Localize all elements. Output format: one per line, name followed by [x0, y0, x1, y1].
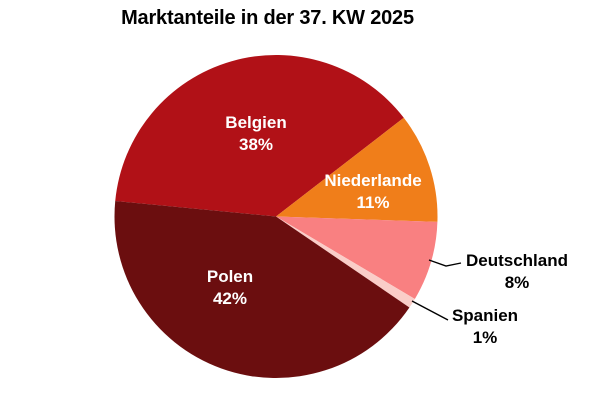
slice-label-niederlande: Niederlande 11%	[324, 170, 421, 214]
slice-label-value: 42%	[212, 289, 248, 308]
pie-slice-polen	[114, 201, 410, 378]
slice-label-deutschland: Deutschland 8%	[466, 250, 568, 294]
slice-label-polen: Polen 42%	[207, 266, 253, 310]
leader-line-deutschland	[428, 259, 462, 267]
slice-label-name: Spanien	[451, 306, 519, 325]
slice-label-value: 1%	[472, 328, 498, 347]
pie-slice-spanien	[276, 216, 415, 308]
slice-label-value: 38%	[238, 135, 274, 154]
slice-label-name: Niederlande	[324, 171, 422, 190]
slice-label-belgien: Belgien 38%	[225, 112, 286, 156]
leader-line-spanien	[411, 300, 449, 321]
slice-label-name: Polen	[206, 267, 254, 286]
pie-slices	[114, 55, 438, 378]
slice-label-name: Deutschland	[465, 251, 569, 270]
slice-label-value: 11%	[356, 193, 390, 212]
slice-label-spanien: Spanien 1%	[452, 305, 518, 349]
pie-slice-belgien	[115, 55, 404, 217]
slice-label-name: Belgien	[225, 113, 287, 132]
chart-title: Marktanteile in der 37. KW 2025	[121, 7, 414, 29]
pie-slice-niederlande	[276, 117, 438, 222]
slice-label-value: 8%	[504, 273, 530, 292]
pie-slice-deutschland	[276, 216, 438, 299]
